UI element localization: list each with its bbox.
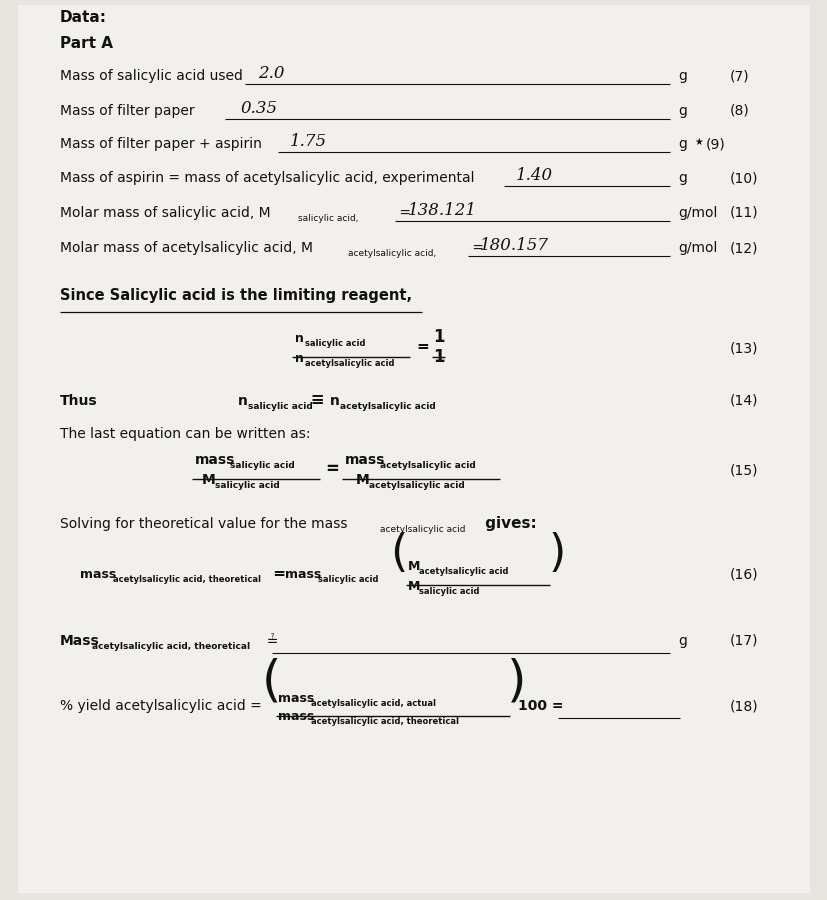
Text: (: (: [390, 532, 407, 575]
Text: acetylsalicylic acid, theoretical: acetylsalicylic acid, theoretical: [311, 717, 458, 726]
Text: (16): (16): [729, 567, 758, 581]
Text: acetylsalicylic acid: acetylsalicylic acid: [369, 481, 464, 490]
Text: ): ): [547, 532, 565, 575]
Text: Mass of aspirin = mass of acetylsalicylic acid, experimental: Mass of aspirin = mass of acetylsalicyli…: [60, 171, 474, 185]
Text: Mass of salicylic acid used: Mass of salicylic acid used: [60, 69, 242, 83]
Text: mass: mass: [278, 692, 314, 705]
Text: n: n: [294, 352, 304, 365]
Text: =: =: [325, 460, 338, 478]
Text: M: M: [408, 580, 420, 593]
Text: 2.0: 2.0: [258, 65, 284, 82]
Text: n: n: [294, 332, 304, 345]
Text: mass: mass: [284, 568, 321, 581]
Text: (10): (10): [729, 171, 758, 185]
Text: (13): (13): [729, 341, 758, 355]
Text: The last equation can be written as:: The last equation can be written as:: [60, 427, 310, 441]
Text: (: (: [261, 658, 281, 706]
Text: acetylsalicylic acid, actual: acetylsalicylic acid, actual: [311, 699, 436, 708]
Text: 180.157: 180.157: [480, 237, 548, 254]
Text: acetylsalicylic acid: acetylsalicylic acid: [380, 461, 476, 470]
Text: acetylsalicylic acid: acetylsalicylic acid: [380, 525, 465, 534]
Text: mass: mass: [278, 710, 314, 723]
Text: salicylic acid: salicylic acid: [318, 575, 378, 584]
Text: 0.35: 0.35: [240, 100, 277, 117]
Text: (14): (14): [729, 394, 758, 408]
Text: acetylsalicylic acid, theoretical: acetylsalicylic acid, theoretical: [92, 642, 250, 651]
Text: Since Salicylic acid is the limiting reagent,: Since Salicylic acid is the limiting rea…: [60, 288, 412, 303]
Text: =: =: [268, 566, 291, 581]
Text: salicylic acid,: salicylic acid,: [298, 214, 358, 223]
Text: Data:: Data:: [60, 10, 107, 25]
Text: acetylsalicylic acid, theoretical: acetylsalicylic acid, theoretical: [112, 575, 261, 584]
Text: acetylsalicylic acid,: acetylsalicylic acid,: [347, 249, 436, 258]
Text: (7): (7): [729, 69, 748, 83]
Text: ≟: ≟: [258, 634, 278, 648]
Text: g: g: [677, 104, 686, 118]
Text: (18): (18): [729, 699, 758, 713]
Text: (11): (11): [729, 206, 758, 220]
Text: Thus: Thus: [60, 394, 98, 408]
Text: ): ): [506, 658, 526, 706]
Text: =: =: [467, 241, 484, 255]
Text: gives:: gives:: [480, 516, 536, 531]
Text: Molar mass of acetylsalicylic acid, M: Molar mass of acetylsalicylic acid, M: [60, 241, 313, 255]
Text: mass: mass: [195, 453, 235, 467]
Text: salicylic acid: salicylic acid: [248, 402, 313, 411]
Text: (8): (8): [729, 104, 748, 118]
Text: M: M: [408, 560, 420, 573]
Text: % yield acetylsalicylic acid =: % yield acetylsalicylic acid =: [60, 699, 261, 713]
Text: salicylic acid: salicylic acid: [230, 461, 294, 470]
Text: 100 =: 100 =: [518, 699, 563, 713]
Text: ★: ★: [693, 137, 702, 147]
Text: salicylic acid: salicylic acid: [215, 481, 280, 490]
Text: Part A: Part A: [60, 36, 112, 51]
Text: g: g: [677, 171, 686, 185]
Text: salicylic acid: salicylic acid: [418, 587, 479, 596]
Text: 138.121: 138.121: [408, 202, 476, 219]
Text: mass: mass: [80, 568, 116, 581]
Text: g: g: [677, 137, 686, 151]
Text: 1: 1: [433, 328, 444, 346]
Text: Mass of filter paper + aspirin: Mass of filter paper + aspirin: [60, 137, 261, 151]
Text: acetylsalicylic acid: acetylsalicylic acid: [418, 567, 508, 576]
Text: M: M: [356, 473, 370, 487]
Text: (15): (15): [729, 463, 758, 477]
Text: =: =: [415, 339, 428, 354]
Text: =: =: [394, 206, 410, 220]
Text: mass: mass: [345, 453, 385, 467]
Text: 1.75: 1.75: [289, 133, 327, 150]
Text: g: g: [677, 634, 686, 648]
Text: 1.40: 1.40: [515, 167, 552, 184]
Text: Solving for theoretical value for the mass: Solving for theoretical value for the ma…: [60, 517, 347, 531]
Text: Mass of filter paper: Mass of filter paper: [60, 104, 194, 118]
Text: M: M: [202, 473, 216, 487]
Text: 1: 1: [433, 348, 444, 366]
Text: (12): (12): [729, 241, 758, 255]
Text: Mass: Mass: [60, 634, 99, 648]
Text: g/mol: g/mol: [677, 206, 716, 220]
Text: g/mol: g/mol: [677, 241, 716, 255]
Text: n: n: [330, 394, 339, 408]
Text: (17): (17): [729, 634, 758, 648]
Text: salicylic acid: salicylic acid: [304, 339, 365, 348]
FancyBboxPatch shape: [18, 5, 809, 893]
Text: acetylsalicylic acid: acetylsalicylic acid: [304, 359, 394, 368]
Text: (9): (9): [705, 137, 725, 151]
Text: Molar mass of salicylic acid, M: Molar mass of salicylic acid, M: [60, 206, 270, 220]
Text: n: n: [237, 394, 247, 408]
Text: ≡: ≡: [304, 391, 330, 409]
Text: acetylsalicylic acid: acetylsalicylic acid: [340, 402, 435, 411]
Text: g: g: [677, 69, 686, 83]
